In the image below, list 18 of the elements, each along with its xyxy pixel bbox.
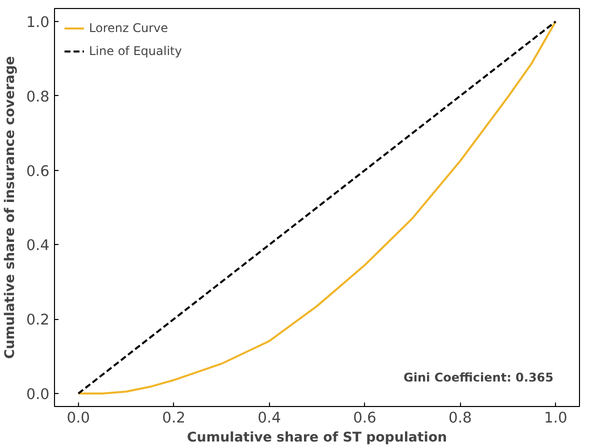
y-tick-label: 0.8 [26,88,50,106]
legend-label: Lorenz Curve [89,21,168,35]
x-axis-title: Cumulative share of ST population [187,430,447,446]
y-tick-label: 0.4 [26,237,50,254]
x-tick-label: 0.0 [66,410,90,426]
x-tick-label: 0.2 [162,410,186,426]
y-tick-label: 0.6 [26,162,50,180]
x-tick-label: 0.6 [353,410,376,426]
x-tick-label: 0.8 [448,410,472,426]
y-tick-label: 0.0 [26,386,50,403]
x-tick-label: 0.4 [258,410,281,426]
y-tick-label: 0.2 [26,312,50,329]
x-tick-label: 1.0 [544,410,568,426]
legend-label: Line of Equality [89,44,182,58]
line-series [77,20,557,394]
y-tick-label: 1.0 [26,14,50,32]
y-axis-title: Cumulative share of insurance coverage [3,56,18,359]
annotation: Gini Coefficient: 0.365 [404,370,554,384]
